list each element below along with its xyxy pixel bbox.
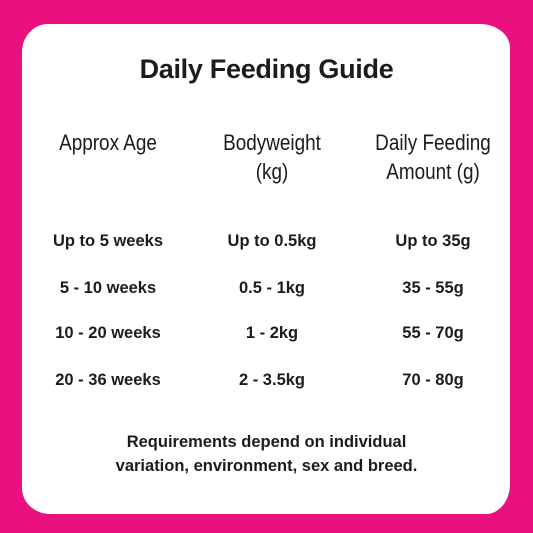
cell-age-row3: 10 - 20 weeks [55, 324, 161, 342]
cell-weight-row1: Up to 0.5kg [227, 232, 317, 250]
cell-weight-row4: 2 - 3.5kg [238, 371, 306, 389]
cell-amount-row3: 55 - 70g [402, 324, 464, 342]
requirements-note-line2: variation, environment, sex and breed. [115, 457, 418, 475]
cell-amount-row4: 70 - 80g [402, 371, 464, 389]
header-bodyweight: Bodyweight (kg) [195, 128, 350, 186]
header-bodyweight-line2: (kg) [255, 159, 289, 184]
header-approx-age-line1: Approx Age [59, 130, 157, 155]
requirements-note: Requirements depend on individual variat… [0, 430, 533, 478]
header-daily-feeding-line1: Daily Feeding [375, 130, 491, 155]
page-title: Daily Feeding Guide [139, 54, 394, 84]
cell-age-row2: 5 - 10 weeks [59, 279, 157, 297]
header-bodyweight-line1: Bodyweight [223, 130, 321, 155]
header-daily-feeding: Daily Feeding Amount (g) [356, 128, 511, 186]
cell-age-row4: 20 - 36 weeks [55, 371, 161, 389]
cell-age-row1: Up to 5 weeks [52, 232, 164, 250]
cell-weight-row3: 1 - 2kg [245, 324, 299, 342]
cell-amount-row2: 35 - 55g [402, 279, 464, 297]
cell-weight-row2: 0.5 - 1kg [238, 279, 306, 297]
header-daily-feeding-line2: Amount (g) [386, 159, 480, 184]
cell-amount-row1: Up to 35g [395, 232, 471, 250]
requirements-note-line1: Requirements depend on individual [126, 433, 407, 451]
feeding-guide-card [22, 24, 510, 514]
header-approx-age: Approx Age [31, 128, 186, 157]
